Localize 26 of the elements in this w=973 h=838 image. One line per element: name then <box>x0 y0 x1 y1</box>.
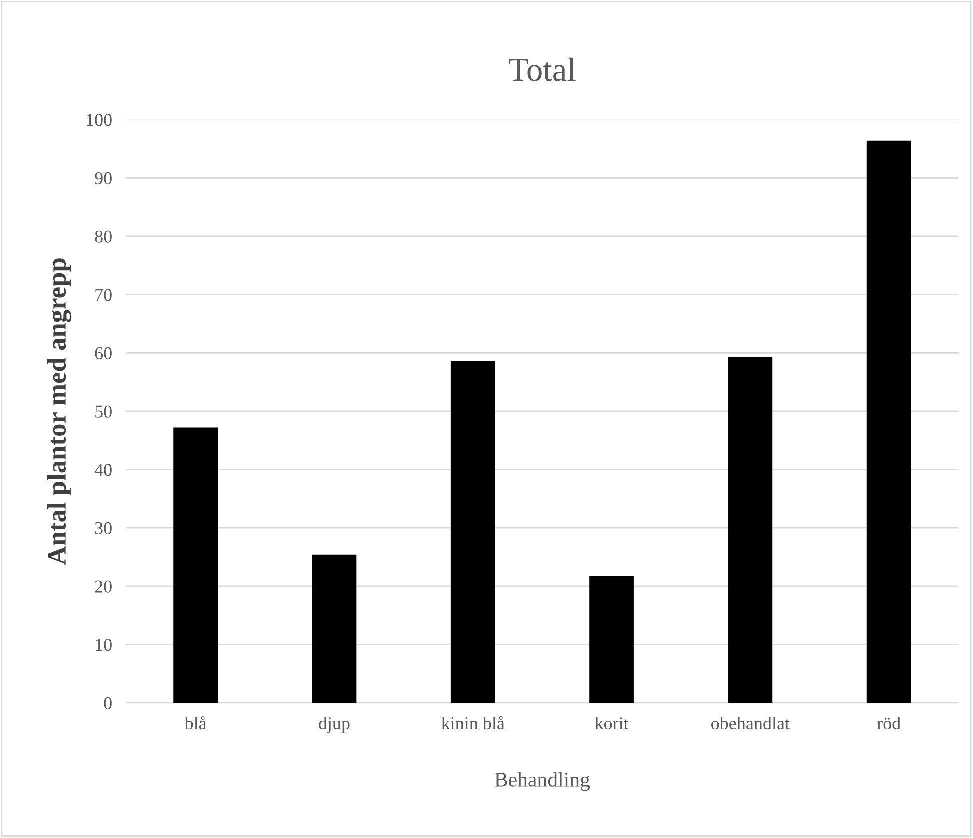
y-tick-label: 70 <box>96 289 112 302</box>
x-tick-label: djup <box>319 716 350 734</box>
y-tick-label: 30 <box>95 522 112 535</box>
x-tick-label: röd <box>877 716 901 730</box>
y-tick-label: 0 <box>104 697 112 710</box>
bar <box>312 554 357 704</box>
x-tick-label: blå <box>184 716 207 730</box>
y-tick-label: 90 <box>95 172 112 185</box>
x-tick-label: korit <box>595 716 629 730</box>
y-tick-label: 40 <box>94 464 112 476</box>
chart-title: Total <box>509 58 576 82</box>
bar <box>866 140 912 704</box>
y-tick-label: 100 <box>87 114 112 126</box>
y-axis-title: Antal plantor med angrepp <box>47 258 72 566</box>
x-tick-label: kinin blå <box>442 716 505 730</box>
bar <box>450 361 496 704</box>
x-axis-title: Behandling <box>495 772 590 792</box>
bar <box>174 428 218 704</box>
x-tick-label: obehandlat <box>712 716 790 730</box>
bar <box>590 576 634 704</box>
y-tick-label: 10 <box>96 639 112 652</box>
y-tick-label: 60 <box>95 347 112 360</box>
y-tick-label: 50 <box>96 406 112 418</box>
y-tick-label: 20 <box>95 580 112 593</box>
bar <box>728 357 773 704</box>
y-tick-label: 80 <box>95 230 112 243</box>
